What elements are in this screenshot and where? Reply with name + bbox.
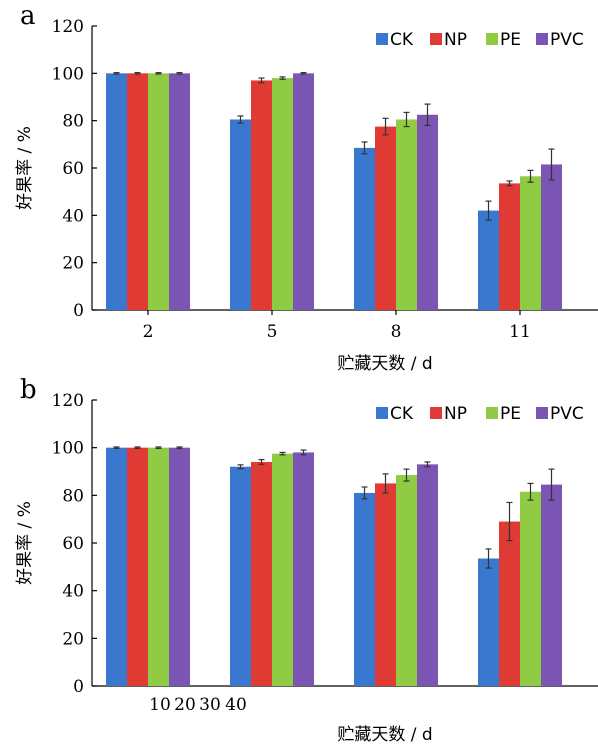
legend-swatch-np	[430, 33, 442, 45]
bar-pvc-10	[169, 447, 190, 686]
bar-np-20	[251, 461, 272, 686]
bar-pe-20	[272, 453, 293, 686]
bar-ck-30	[354, 492, 375, 686]
y-tick-label: 100	[52, 64, 84, 84]
bar-np-10	[127, 447, 148, 686]
y-tick-label: 0	[73, 301, 84, 321]
bar-np-40	[499, 521, 520, 686]
y-tick-label: 60	[62, 159, 84, 179]
panel-label: b	[20, 375, 37, 405]
bar-pvc-2	[169, 73, 190, 310]
chart-panel-a: a 0 20 40 60 80 100 120 2 5 8 11 CK NP PE PVC 贮藏天数 / d 好果…	[15, 1, 598, 374]
legend-label-pvc: PVC	[550, 30, 584, 50]
y-tick-label: 40	[62, 206, 84, 226]
legend-swatch-pe	[486, 407, 498, 419]
y-axis-title: 好果率 / %	[15, 501, 35, 585]
legend-swatch-ck	[376, 407, 388, 419]
x-tick-label: 2	[143, 322, 154, 342]
y-axis-title: 好果率 / %	[15, 126, 35, 210]
bar-pvc-5	[293, 73, 314, 310]
bar-ck-11	[478, 210, 499, 310]
bar-ck-20	[230, 466, 251, 686]
legend-label-ck: CK	[390, 404, 414, 424]
x-axis-title: 贮藏天数 / d	[337, 354, 432, 374]
bar-ck-8	[354, 147, 375, 310]
legend-swatch-pe	[486, 33, 498, 45]
bar-np-11	[499, 183, 520, 310]
bar-pe-5	[272, 78, 293, 310]
y-tick-label: 0	[73, 677, 84, 697]
bar-pvc-20	[293, 452, 314, 686]
bar-pvc-30	[417, 464, 438, 686]
x-tick-label: 10	[149, 695, 171, 715]
x-axis-title: 贮藏天数 / d	[337, 725, 432, 745]
y-tick-label: 80	[62, 486, 84, 506]
bar-pe-2	[148, 73, 169, 310]
legend-label-pe: PE	[500, 404, 521, 424]
x-tick-label: 20	[174, 695, 196, 715]
legend-label-pe: PE	[500, 30, 521, 50]
y-tick-label: 120	[52, 391, 84, 411]
bar-pvc-8	[417, 114, 438, 310]
bar-np-5	[251, 80, 272, 310]
bar-pe-30	[396, 475, 417, 686]
y-tick-label: 40	[62, 582, 84, 602]
legend-swatch-ck	[376, 33, 388, 45]
legend-swatch-pvc	[536, 407, 548, 419]
bar-ck-40	[478, 558, 499, 686]
y-tick-label: 100	[52, 439, 84, 459]
panel-label: a	[20, 1, 36, 31]
bar-np-8	[375, 126, 396, 310]
bar-pvc-40	[541, 484, 562, 686]
x-tick-label: 11	[509, 322, 531, 342]
bar-pe-40	[520, 491, 541, 686]
bar-np-30	[375, 483, 396, 686]
y-tick-label: 80	[62, 112, 84, 132]
bar-pe-10	[148, 447, 169, 686]
y-tick-label: 20	[62, 254, 84, 274]
bar-ck-10	[106, 447, 127, 686]
legend-label-np: NP	[444, 404, 467, 424]
legend-label-ck: CK	[390, 30, 414, 50]
legend-label-np: NP	[444, 30, 467, 50]
bar-pe-11	[520, 176, 541, 310]
legend-swatch-np	[430, 407, 442, 419]
bar-np-2	[127, 73, 148, 310]
legend-label-pvc: PVC	[550, 404, 584, 424]
y-tick-label: 20	[62, 629, 84, 649]
x-tick-label: 30	[199, 695, 221, 715]
bar-ck-5	[230, 119, 251, 310]
x-tick-label: 40	[225, 695, 247, 715]
bar-ck-2	[106, 73, 127, 310]
x-tick-label: 8	[391, 322, 402, 342]
bar-pe-8	[396, 119, 417, 310]
y-tick-label: 120	[52, 17, 84, 37]
y-tick-label: 60	[62, 534, 84, 554]
legend-swatch-pvc	[536, 33, 548, 45]
x-tick-label: 5	[267, 322, 278, 342]
bar-pvc-11	[541, 164, 562, 310]
